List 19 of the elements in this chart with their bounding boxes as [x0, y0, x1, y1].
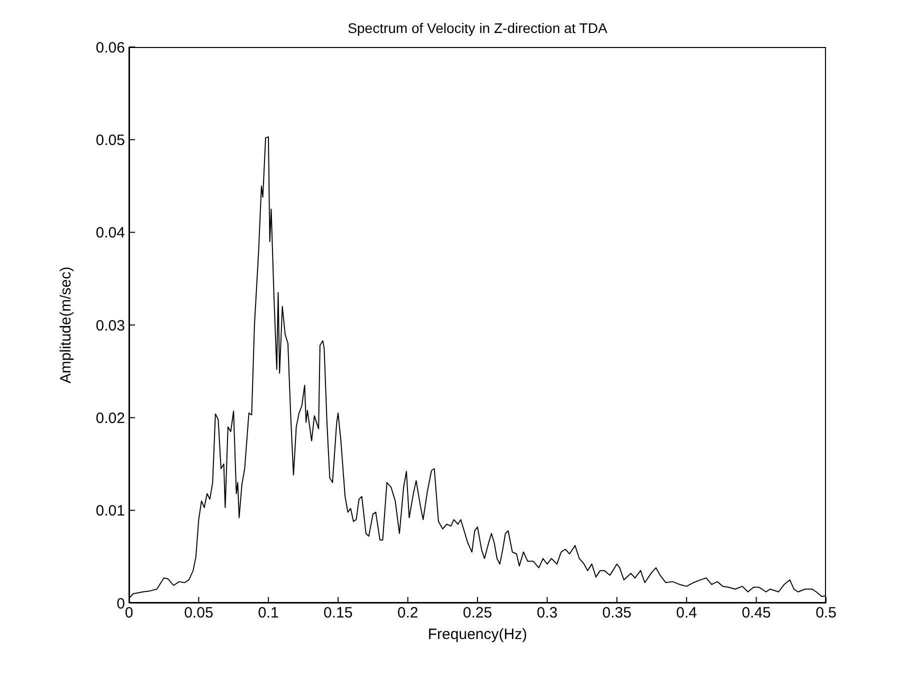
- x-tick-label: 0.5: [816, 604, 836, 622]
- y-tick-label: 0.04: [96, 224, 125, 242]
- y-tick-label: 0.01: [96, 502, 125, 520]
- x-tick-label: 0.3: [536, 604, 558, 622]
- x-tick-label: 0.4: [676, 604, 698, 622]
- y-axis-title: Amplitude(m/sec): [57, 266, 74, 384]
- x-tick-label: 0.2: [397, 604, 418, 622]
- y-tick-label: 0.05: [96, 132, 125, 149]
- x-tick-label: 0.45: [742, 604, 771, 622]
- x-tick-label: 0.15: [324, 604, 353, 622]
- y-tick-label: 0.03: [96, 317, 125, 334]
- y-tick-label: 0.06: [96, 39, 125, 56]
- x-tick-label: 0.35: [602, 604, 632, 622]
- x-tick-label: 0.05: [184, 604, 214, 622]
- x-tick-label: 0.1: [258, 604, 279, 622]
- x-tick-label: 0.25: [462, 604, 492, 622]
- x-axis-title: Frequency(Hz): [428, 626, 528, 643]
- y-tick-label: 0.02: [96, 410, 125, 427]
- chart-title: Spectrum of Velocity in Z-direction at TDA: [346, 20, 608, 36]
